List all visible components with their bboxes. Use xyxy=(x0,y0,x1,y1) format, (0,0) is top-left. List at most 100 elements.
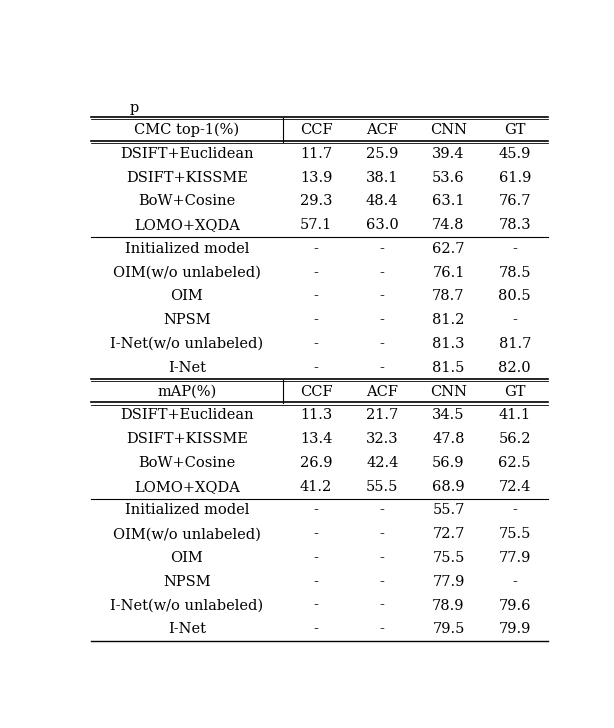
Text: 72.4: 72.4 xyxy=(499,480,531,494)
Text: 75.5: 75.5 xyxy=(499,527,531,541)
Text: -: - xyxy=(512,313,517,328)
Text: 75.5: 75.5 xyxy=(432,551,465,565)
Text: BoW+Cosine: BoW+Cosine xyxy=(138,456,236,470)
Text: 25.9: 25.9 xyxy=(366,147,398,161)
Text: -: - xyxy=(314,361,319,375)
Text: -: - xyxy=(380,266,385,280)
Text: 81.2: 81.2 xyxy=(432,313,465,328)
Text: Initialized model: Initialized model xyxy=(125,242,249,256)
Text: ACF: ACF xyxy=(366,123,398,137)
Text: 77.9: 77.9 xyxy=(499,551,531,565)
Text: -: - xyxy=(380,551,385,565)
Text: 78.9: 78.9 xyxy=(432,598,465,612)
Text: -: - xyxy=(512,242,517,256)
Text: 61.9: 61.9 xyxy=(499,170,531,185)
Text: GT: GT xyxy=(504,123,526,137)
Text: mAP(%): mAP(%) xyxy=(157,384,217,398)
Text: -: - xyxy=(380,527,385,541)
Text: -: - xyxy=(314,266,319,280)
Text: -: - xyxy=(314,551,319,565)
Text: CCF: CCF xyxy=(300,123,332,137)
Text: -: - xyxy=(380,598,385,612)
Text: 63.1: 63.1 xyxy=(432,194,465,208)
Text: 55.5: 55.5 xyxy=(366,480,398,494)
Text: OIM: OIM xyxy=(171,551,203,565)
Text: I-Net: I-Net xyxy=(168,622,206,636)
Text: 42.4: 42.4 xyxy=(366,456,398,470)
Text: 39.4: 39.4 xyxy=(432,147,465,161)
Text: -: - xyxy=(380,622,385,636)
Text: 78.3: 78.3 xyxy=(499,218,531,232)
Text: 81.5: 81.5 xyxy=(432,361,465,375)
Text: OIM(w/o unlabeled): OIM(w/o unlabeled) xyxy=(113,527,261,541)
Text: GT: GT xyxy=(504,384,526,398)
Text: 11.3: 11.3 xyxy=(300,408,332,422)
Text: 74.8: 74.8 xyxy=(432,218,465,232)
Text: -: - xyxy=(512,504,517,518)
Text: CNN: CNN xyxy=(430,384,467,398)
Text: -: - xyxy=(314,290,319,304)
Text: 47.8: 47.8 xyxy=(432,432,465,446)
Text: DSIFT+Euclidean: DSIFT+Euclidean xyxy=(120,408,254,422)
Text: -: - xyxy=(380,337,385,351)
Text: -: - xyxy=(314,575,319,589)
Text: 76.1: 76.1 xyxy=(432,266,465,280)
Text: 41.1: 41.1 xyxy=(499,408,530,422)
Text: I-Net: I-Net xyxy=(168,361,206,375)
Text: LOMO+XQDA: LOMO+XQDA xyxy=(134,218,240,232)
Text: DSIFT+KISSME: DSIFT+KISSME xyxy=(126,170,248,185)
Text: OIM(w/o unlabeled): OIM(w/o unlabeled) xyxy=(113,266,261,280)
Text: 41.2: 41.2 xyxy=(300,480,332,494)
Text: 72.7: 72.7 xyxy=(432,527,465,541)
Text: 79.5: 79.5 xyxy=(432,622,465,636)
Text: -: - xyxy=(380,313,385,328)
Text: 62.7: 62.7 xyxy=(432,242,465,256)
Text: p: p xyxy=(129,101,139,115)
Text: 82.0: 82.0 xyxy=(499,361,531,375)
Text: 79.6: 79.6 xyxy=(499,598,531,612)
Text: -: - xyxy=(380,290,385,304)
Text: 79.9: 79.9 xyxy=(499,622,531,636)
Text: NPSM: NPSM xyxy=(163,313,211,328)
Text: 77.9: 77.9 xyxy=(432,575,465,589)
Text: 81.7: 81.7 xyxy=(499,337,531,351)
Text: 56.2: 56.2 xyxy=(499,432,531,446)
Text: 21.7: 21.7 xyxy=(366,408,398,422)
Text: 13.9: 13.9 xyxy=(300,170,332,185)
Text: 78.7: 78.7 xyxy=(432,290,465,304)
Text: -: - xyxy=(380,361,385,375)
Text: NPSM: NPSM xyxy=(163,575,211,589)
Text: 76.7: 76.7 xyxy=(499,194,531,208)
Text: 55.7: 55.7 xyxy=(432,504,465,518)
Text: -: - xyxy=(380,575,385,589)
Text: 38.1: 38.1 xyxy=(366,170,398,185)
Text: ACF: ACF xyxy=(366,384,398,398)
Text: 45.9: 45.9 xyxy=(499,147,531,161)
Text: 81.3: 81.3 xyxy=(432,337,465,351)
Text: -: - xyxy=(314,527,319,541)
Text: -: - xyxy=(314,337,319,351)
Text: 63.0: 63.0 xyxy=(366,218,398,232)
Text: LOMO+XQDA: LOMO+XQDA xyxy=(134,480,240,494)
Text: CNN: CNN xyxy=(430,123,467,137)
Text: -: - xyxy=(314,504,319,518)
Text: Initialized model: Initialized model xyxy=(125,504,249,518)
Text: 68.9: 68.9 xyxy=(432,480,465,494)
Text: DSIFT+KISSME: DSIFT+KISSME xyxy=(126,432,248,446)
Text: CCF: CCF xyxy=(300,384,332,398)
Text: 32.3: 32.3 xyxy=(366,432,398,446)
Text: DSIFT+Euclidean: DSIFT+Euclidean xyxy=(120,147,254,161)
Text: I-Net(w/o unlabeled): I-Net(w/o unlabeled) xyxy=(111,598,263,612)
Text: BoW+Cosine: BoW+Cosine xyxy=(138,194,236,208)
Text: 57.1: 57.1 xyxy=(300,218,332,232)
Text: OIM: OIM xyxy=(171,290,203,304)
Text: 80.5: 80.5 xyxy=(499,290,531,304)
Text: -: - xyxy=(314,242,319,256)
Text: -: - xyxy=(380,242,385,256)
Text: 53.6: 53.6 xyxy=(432,170,465,185)
Text: I-Net(w/o unlabeled): I-Net(w/o unlabeled) xyxy=(111,337,263,351)
Text: -: - xyxy=(314,622,319,636)
Text: -: - xyxy=(512,575,517,589)
Text: 29.3: 29.3 xyxy=(300,194,332,208)
Text: 56.9: 56.9 xyxy=(432,456,465,470)
